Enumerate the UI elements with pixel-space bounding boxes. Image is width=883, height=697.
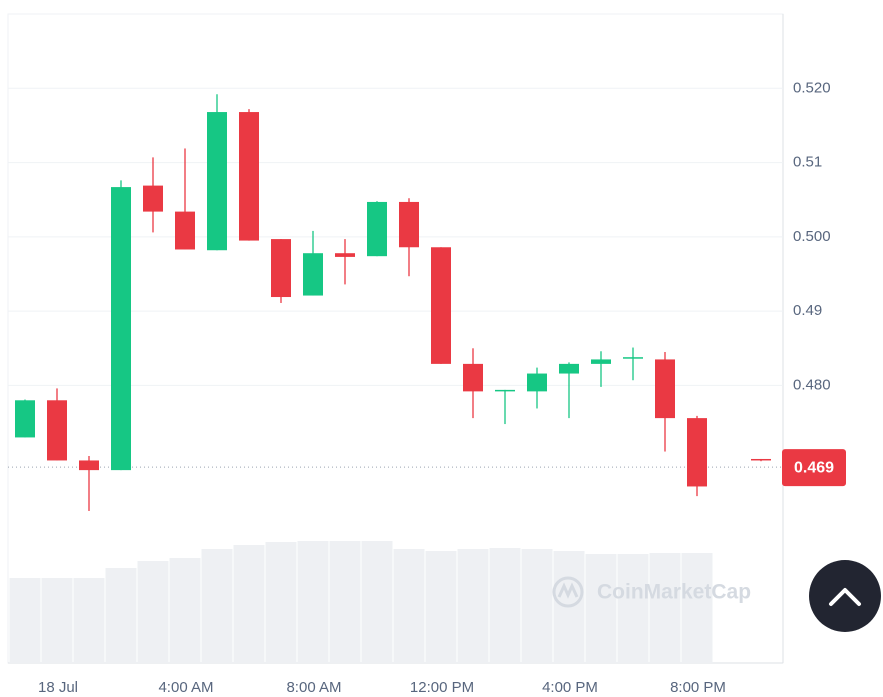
watermark: CoinMarketCap (552, 576, 751, 608)
candle-body (175, 211, 195, 250)
candle-body (239, 112, 259, 241)
candle-body (207, 112, 227, 251)
watermark-logo (552, 576, 584, 608)
x-tick-label: 4:00 PM (542, 679, 598, 696)
volume-bar (393, 549, 425, 663)
volume-bar (585, 554, 617, 663)
candle-body (15, 400, 35, 438)
y-tick-label: 0.49 (793, 302, 822, 319)
candle-body (431, 247, 451, 364)
x-tick-label: 8:00 PM (670, 679, 726, 696)
candle-body (271, 239, 291, 298)
volume-bar (425, 551, 457, 663)
candle-body (591, 359, 611, 364)
candle-body (47, 400, 67, 461)
candle-body (303, 253, 323, 296)
volume-bar (361, 541, 393, 663)
x-tick-label: 4:00 AM (158, 679, 213, 696)
scroll-top-circle[interactable] (809, 560, 881, 632)
y-tick-label: 0.520 (793, 79, 831, 96)
last-price-label: 0.469 (794, 459, 834, 476)
last-price-box (782, 449, 846, 487)
last-price-tag: 0.469 (782, 449, 846, 487)
candle-body (463, 363, 483, 392)
y-tick-label: 0.51 (793, 154, 822, 171)
volume-bar (169, 558, 201, 663)
candle-body (623, 357, 643, 359)
volume-bar (329, 541, 361, 663)
volume-bar (105, 568, 137, 663)
volume-bar (137, 561, 169, 663)
candle-body (559, 363, 579, 374)
y-tick-label: 0.480 (793, 376, 831, 393)
volume-bar (73, 578, 105, 663)
candle-body (655, 359, 675, 419)
volume-bar (521, 549, 553, 663)
volume-bar (617, 554, 649, 663)
candle-body (687, 418, 707, 487)
x-tick-label: 18 Jul (38, 679, 78, 696)
scroll-top-button[interactable] (809, 560, 881, 632)
volume-bar (265, 542, 297, 663)
volume-bar (201, 549, 233, 663)
x-tick-label: 8:00 AM (286, 679, 341, 696)
volume-bar (233, 545, 265, 663)
volume-bar (297, 541, 329, 663)
watermark-logo-mark (557, 582, 579, 599)
scroll-top-icon[interactable] (829, 588, 861, 606)
watermark-text: CoinMarketCap (597, 581, 751, 604)
volume-bar (681, 553, 713, 663)
candle-body (527, 373, 547, 392)
y-tick-label: 0.500 (793, 228, 831, 245)
candle-body (495, 389, 515, 392)
volume-bar (457, 549, 489, 663)
volume-bar (41, 578, 73, 663)
candle-body (111, 187, 131, 471)
candle-body (399, 201, 419, 248)
volume-bar (9, 578, 41, 663)
volume-bar (649, 553, 681, 663)
candle-body (367, 201, 387, 257)
volume-bar (489, 548, 521, 663)
candle-body (751, 458, 771, 461)
candle-body (79, 460, 99, 471)
candle-body (143, 185, 163, 212)
x-tick-label: 12:00 PM (410, 679, 474, 696)
candle-body (335, 253, 355, 257)
